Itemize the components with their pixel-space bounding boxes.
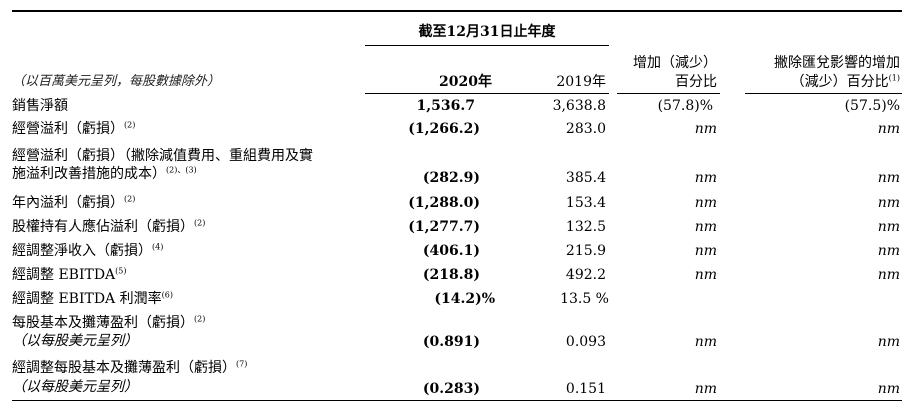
value-2019: 3,638.8 [552, 98, 606, 114]
bottom-rule [12, 400, 902, 401]
fx-change-pct: nm [877, 243, 900, 259]
fx-change-pct: nm [877, 381, 900, 397]
value-2019: 153.4 [565, 195, 606, 211]
year-2019-header: 2019年 [556, 74, 606, 90]
row-label: 經調整 EBITDA 利潤率(6) [12, 290, 173, 307]
row-label: 經調整 EBITDA(5) [12, 266, 127, 283]
change-header-line1: 增加（減少） [633, 55, 717, 71]
header-rule-2020 [365, 93, 505, 94]
fx-change-pct: (57.5)% [844, 98, 900, 114]
unit-note: （以百萬美元呈列，每股數據除外） [12, 74, 221, 89]
row-label: 經調整淨收入（虧損）(4) [12, 242, 164, 259]
change-pct: nm [694, 381, 717, 397]
change-pct: nm [694, 334, 717, 350]
change-pct: nm [694, 243, 717, 259]
fx-change-pct: nm [877, 170, 900, 186]
value-2020: 1,536.7 [416, 98, 475, 114]
value-2019: 215.9 [565, 243, 606, 259]
period-title: 截至12月31日止年度 [418, 24, 556, 40]
row-label: 年內溢利（虧損）(2) [12, 194, 136, 211]
value-2020: (1,277.7) [408, 219, 480, 235]
change-pct: nm [694, 170, 717, 186]
value-2019: 0.151 [565, 381, 606, 397]
value-2019: 132.5 [565, 219, 606, 235]
fx-header-line1: 撇除匯兌影響的增加 [774, 55, 900, 71]
change-pct: nm [694, 121, 717, 137]
value-2020: (282.9) [422, 170, 480, 186]
value-2019: 13.5 % [560, 291, 609, 307]
period-title-underline [365, 45, 609, 46]
change-pct: nm [694, 195, 717, 211]
row-label: 銷售淨額 [12, 98, 68, 114]
value-2020: (0.283) [422, 381, 480, 397]
value-2020: (1,266.2) [408, 121, 480, 137]
row-label: 經調整每股基本及攤薄盈利（虧損）(7) [12, 359, 248, 376]
value-2020: (0.891) [422, 334, 480, 350]
fx-header-line2: （減少）百分比(1) [790, 73, 900, 90]
year-2020-header: 2020年 [439, 74, 492, 90]
value-2020: (1,288.0) [408, 195, 480, 211]
value-2019: 283.0 [565, 121, 606, 137]
row-label: 股權持有人應佔溢利（虧損）(2) [12, 218, 206, 235]
fx-change-pct: nm [877, 195, 900, 211]
row-label-continued: （以每股美元呈列） [12, 379, 138, 395]
fx-change-pct: nm [877, 334, 900, 350]
row-label-continued: 施溢利改善措施的成本）(2)、(3) [12, 165, 197, 182]
header-rule-2019 [505, 93, 609, 94]
value-2019: 0.093 [565, 334, 606, 350]
change-pct: nm [694, 267, 717, 283]
change-header-line2: 百分比 [675, 74, 717, 90]
header-rule-change [617, 93, 720, 94]
fx-change-pct: nm [877, 219, 900, 235]
row-label: 經營溢利（虧損）（撇除減值費用、重組費用及實 [12, 148, 313, 164]
change-pct: nm [694, 219, 717, 235]
value-2019: 492.2 [565, 267, 606, 283]
fx-change-pct: nm [877, 267, 900, 283]
row-label: 每股基本及攤薄盈利（虧損）(2) [12, 314, 206, 331]
change-pct: (57.8)% [657, 98, 713, 114]
fx-change-pct: nm [877, 121, 900, 137]
value-2019: 385.4 [565, 170, 606, 186]
header-rule-fx [745, 93, 902, 94]
value-2020: (14.2)% [434, 291, 495, 307]
top-rule [12, 10, 902, 12]
value-2020: (218.8) [422, 267, 480, 283]
row-label-continued: （以每股美元呈列） [12, 333, 138, 349]
row-label: 經營溢利（虧損）(2) [12, 120, 136, 137]
value-2020: (406.1) [422, 243, 480, 259]
